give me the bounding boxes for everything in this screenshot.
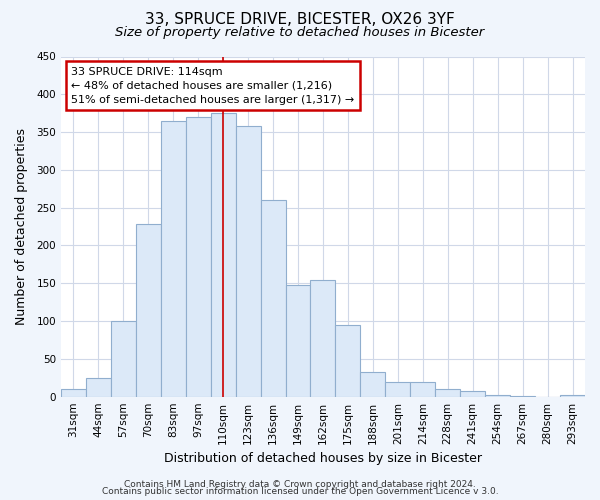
Bar — [111, 321, 136, 396]
Bar — [361, 372, 385, 396]
Text: Contains public sector information licensed under the Open Government Licence v : Contains public sector information licen… — [101, 487, 499, 496]
Bar — [211, 113, 236, 397]
Y-axis label: Number of detached properties: Number of detached properties — [15, 128, 28, 325]
Bar — [385, 382, 410, 396]
Text: 33, SPRUCE DRIVE, BICESTER, OX26 3YF: 33, SPRUCE DRIVE, BICESTER, OX26 3YF — [145, 12, 455, 28]
Bar — [161, 121, 186, 396]
Bar — [310, 280, 335, 396]
X-axis label: Distribution of detached houses by size in Bicester: Distribution of detached houses by size … — [164, 452, 482, 465]
Bar — [136, 224, 161, 396]
Bar — [236, 126, 260, 396]
Bar — [335, 325, 361, 396]
Bar — [410, 382, 435, 396]
Bar — [86, 378, 111, 396]
Bar — [435, 389, 460, 396]
Bar — [286, 285, 310, 397]
Text: 33 SPRUCE DRIVE: 114sqm
← 48% of detached houses are smaller (1,216)
51% of semi: 33 SPRUCE DRIVE: 114sqm ← 48% of detache… — [71, 66, 355, 104]
Bar — [485, 395, 510, 396]
Bar — [560, 395, 585, 396]
Bar — [260, 200, 286, 396]
Bar — [186, 117, 211, 396]
Text: Contains HM Land Registry data © Crown copyright and database right 2024.: Contains HM Land Registry data © Crown c… — [124, 480, 476, 489]
Text: Size of property relative to detached houses in Bicester: Size of property relative to detached ho… — [115, 26, 485, 39]
Bar — [460, 390, 485, 396]
Bar — [61, 389, 86, 396]
